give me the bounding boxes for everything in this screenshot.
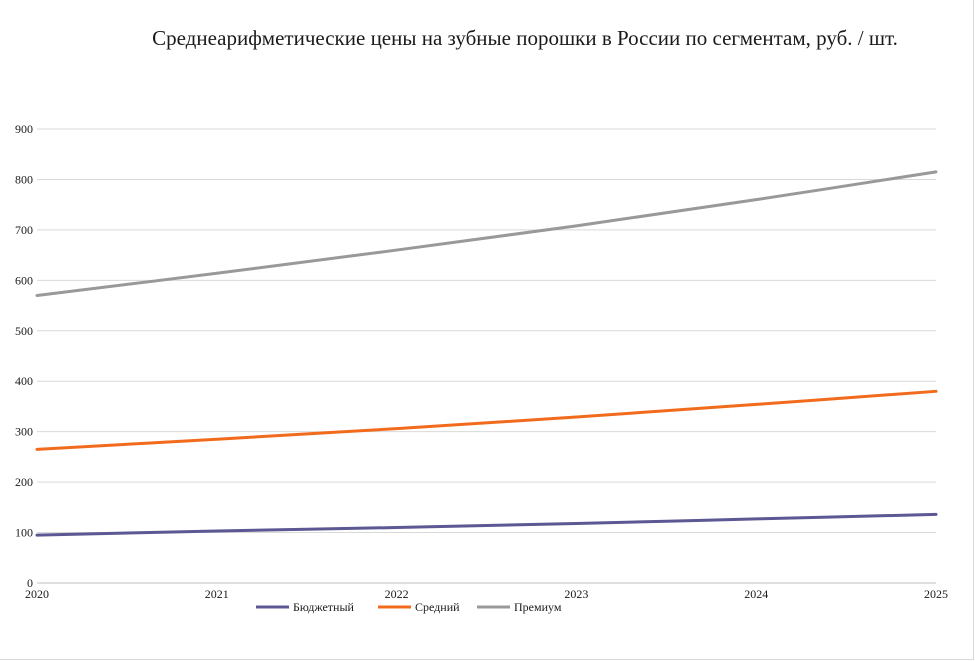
y-tick-label: 700 — [15, 223, 33, 237]
series-line — [35, 512, 938, 537]
series-line — [35, 170, 938, 297]
y-tick-label: 800 — [15, 172, 33, 186]
legend: Бюджетный Средний Премиум — [256, 600, 562, 614]
x-axis: 2020 2021 2022 2023 2024 2025 — [25, 587, 948, 601]
y-tick-label: 0 — [27, 576, 33, 590]
y-tick-label: 400 — [15, 374, 33, 388]
x-tick-label: 2020 — [25, 587, 49, 601]
legend-label: Премиум — [514, 600, 562, 614]
x-tick-label: 2025 — [924, 587, 948, 601]
x-tick-label: 2023 — [564, 587, 588, 601]
y-tick-label: 200 — [15, 475, 33, 489]
series-line — [35, 389, 938, 451]
y-axis: 0 100 200 300 400 500 600 700 800 900 — [15, 122, 33, 590]
y-tick-label: 300 — [15, 425, 33, 439]
x-tick-label: 2021 — [205, 587, 229, 601]
legend-label: Средний — [415, 600, 460, 614]
x-tick-label: 2024 — [744, 587, 768, 601]
y-tick-label: 900 — [15, 122, 33, 136]
y-tick-label: 100 — [15, 526, 33, 540]
gridlines — [37, 128, 936, 584]
legend-label: Бюджетный — [293, 600, 355, 614]
y-tick-label: 500 — [15, 324, 33, 338]
y-tick-label: 600 — [15, 273, 33, 287]
chart-title: Среднеарифметические цены на зубные поро… — [152, 26, 898, 50]
series-lines — [35, 170, 938, 537]
x-tick-label: 2022 — [385, 587, 409, 601]
